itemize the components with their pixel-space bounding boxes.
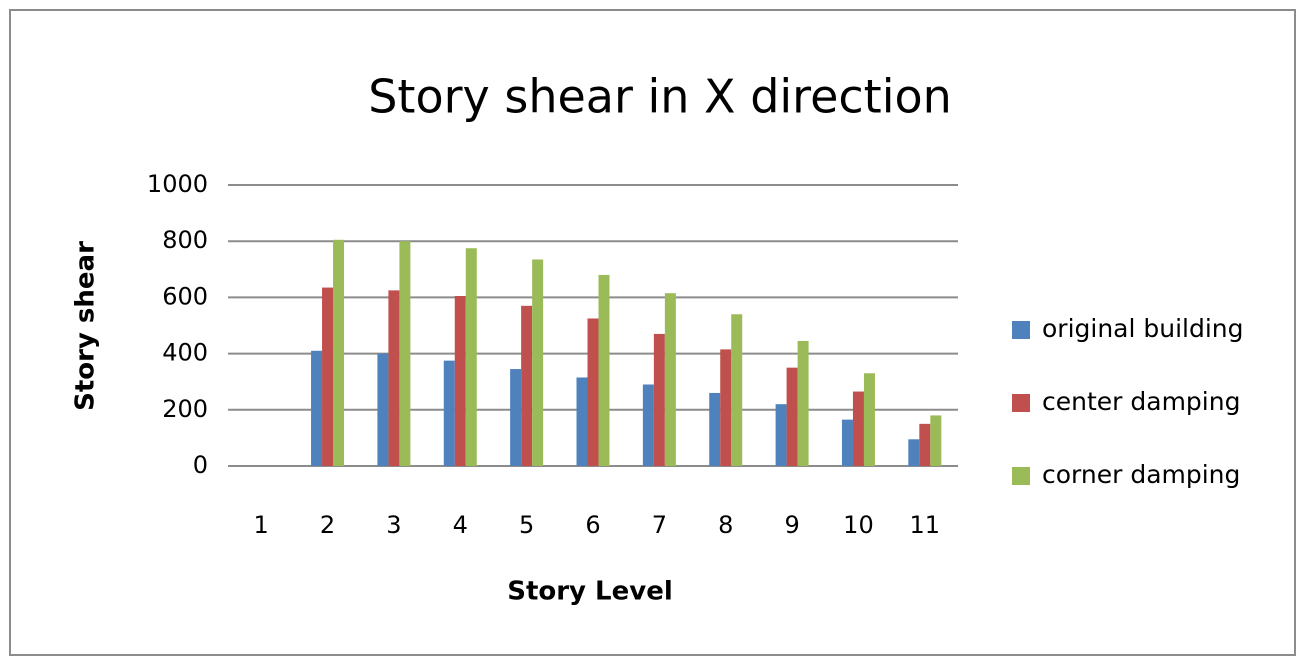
bar [863, 373, 875, 466]
x-tick-label: 5 [519, 511, 534, 539]
bar [465, 248, 477, 466]
bar [797, 340, 809, 466]
bar [841, 419, 853, 466]
legend-label: center damping [1042, 387, 1240, 416]
bar [709, 392, 721, 466]
bar [587, 318, 599, 466]
x-tick-label: 10 [843, 511, 874, 539]
x-tick-label: 7 [652, 511, 667, 539]
bar [532, 259, 544, 466]
bar [322, 287, 334, 466]
y-tick-label: 600 [162, 282, 208, 310]
bar [388, 290, 400, 466]
y-tick-label: 1000 [147, 170, 208, 198]
bar [908, 439, 920, 466]
legend-swatch [1012, 321, 1030, 339]
bar [775, 404, 787, 466]
x-tick-label: 1 [254, 511, 269, 539]
bar [399, 241, 411, 466]
bar [510, 369, 522, 466]
y-axis-label: Story shear [71, 241, 101, 411]
legend-label: corner damping [1042, 460, 1240, 489]
x-tick-label: 9 [784, 511, 799, 539]
x-tick-label: 4 [453, 511, 468, 539]
y-tick-label: 400 [162, 339, 208, 367]
x-tick-label: 8 [718, 511, 733, 539]
bar [598, 274, 610, 466]
x-tick-label: 3 [386, 511, 401, 539]
bar [919, 423, 931, 466]
bar [731, 314, 743, 466]
bar [653, 333, 665, 466]
bar [377, 353, 389, 466]
bar [333, 239, 345, 466]
bar [664, 293, 676, 466]
y-tick-label: 0 [193, 451, 208, 479]
chart-title: Story shear in X direction [368, 70, 952, 124]
bar [454, 295, 466, 466]
chart-frame [9, 9, 1296, 656]
bar [311, 350, 323, 466]
legend-swatch [1012, 394, 1030, 412]
bar [443, 360, 455, 466]
legend-label: original building [1042, 314, 1244, 343]
bar [521, 305, 533, 466]
bar [642, 384, 654, 466]
bar [930, 415, 942, 466]
bar [576, 377, 588, 466]
y-tick-label: 200 [162, 395, 208, 423]
bar [852, 391, 864, 466]
x-axis-label: Story Level [507, 577, 673, 607]
x-tick-label: 6 [585, 511, 600, 539]
legend-swatch [1012, 467, 1030, 485]
bar [720, 349, 732, 466]
x-tick-label: 11 [910, 511, 941, 539]
x-tick-label: 2 [320, 511, 335, 539]
y-tick-label: 800 [162, 226, 208, 254]
bar [786, 367, 798, 466]
